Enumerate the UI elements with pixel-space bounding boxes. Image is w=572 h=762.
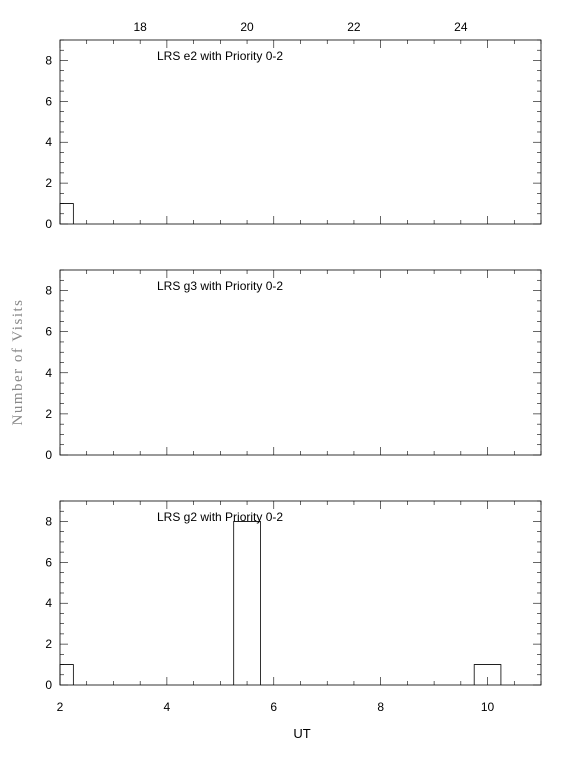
y-tick-label: 6 bbox=[45, 94, 52, 108]
y-tick-label: 2 bbox=[45, 637, 52, 651]
panels-group: 0 2 4 6 8 LRS e2 with Priority 0-2 0 2 4 6 8 LRS g3… bbox=[45, 39, 542, 692]
top-x-tick-label: 24 bbox=[454, 20, 468, 34]
bottom-x-tick-label: 10 bbox=[481, 700, 495, 714]
bottom-x-tick-label: 4 bbox=[164, 700, 171, 714]
y-tick-label: 8 bbox=[45, 53, 52, 67]
y-tick-label: 6 bbox=[45, 325, 52, 339]
panel-label: LRS g3 with Priority 0-2 bbox=[157, 279, 283, 293]
bottom-x-tick-label: 8 bbox=[377, 700, 384, 714]
top-x-axis: 18 20 22 24 bbox=[133, 20, 467, 34]
y-tick-label: 2 bbox=[45, 407, 52, 421]
histogram-bar bbox=[59, 664, 74, 685]
y-tick-label: 0 bbox=[45, 678, 52, 692]
panel-2: 0 2 4 6 8 LRS g3 with Priority 0-2 bbox=[45, 269, 542, 462]
y-tick-label: 0 bbox=[45, 448, 52, 462]
top-x-tick-label: 20 bbox=[240, 20, 254, 34]
y-tick-label: 0 bbox=[45, 217, 52, 231]
y-tick-label: 4 bbox=[45, 135, 52, 149]
bottom-x-tick-label: 6 bbox=[270, 700, 277, 714]
panel-1: 0 2 4 6 8 LRS e2 with Priority 0-2 bbox=[45, 39, 542, 231]
panel-3: 0 2 4 6 8 LRS g2 with Priority 0-2 bbox=[45, 500, 542, 692]
x-axis-label: UT bbox=[293, 726, 310, 741]
y-tick-label: 8 bbox=[45, 284, 52, 298]
bottom-x-axis: 2 4 6 8 10 bbox=[57, 700, 495, 714]
panel-frame bbox=[59, 39, 542, 225]
histogram-bar bbox=[59, 203, 74, 224]
y-tick-label: 8 bbox=[45, 514, 52, 528]
histogram-bar bbox=[233, 521, 261, 685]
panel-frame bbox=[59, 500, 542, 686]
histogram-bar bbox=[473, 664, 502, 685]
top-x-tick-label: 22 bbox=[347, 20, 361, 34]
y-tick-label: 4 bbox=[45, 596, 52, 610]
bottom-x-tick-label: 2 bbox=[57, 700, 64, 714]
y-tick-label: 6 bbox=[45, 555, 52, 569]
panel-label: LRS g2 with Priority 0-2 bbox=[157, 510, 283, 524]
panel-frame bbox=[59, 269, 542, 456]
y-tick-label: 4 bbox=[45, 366, 52, 380]
top-x-tick-label: 18 bbox=[133, 20, 147, 34]
y-tick-label: 2 bbox=[45, 176, 52, 190]
panel-label: LRS e2 with Priority 0-2 bbox=[157, 49, 283, 63]
y-axis-label: Number of Visits bbox=[10, 299, 26, 426]
